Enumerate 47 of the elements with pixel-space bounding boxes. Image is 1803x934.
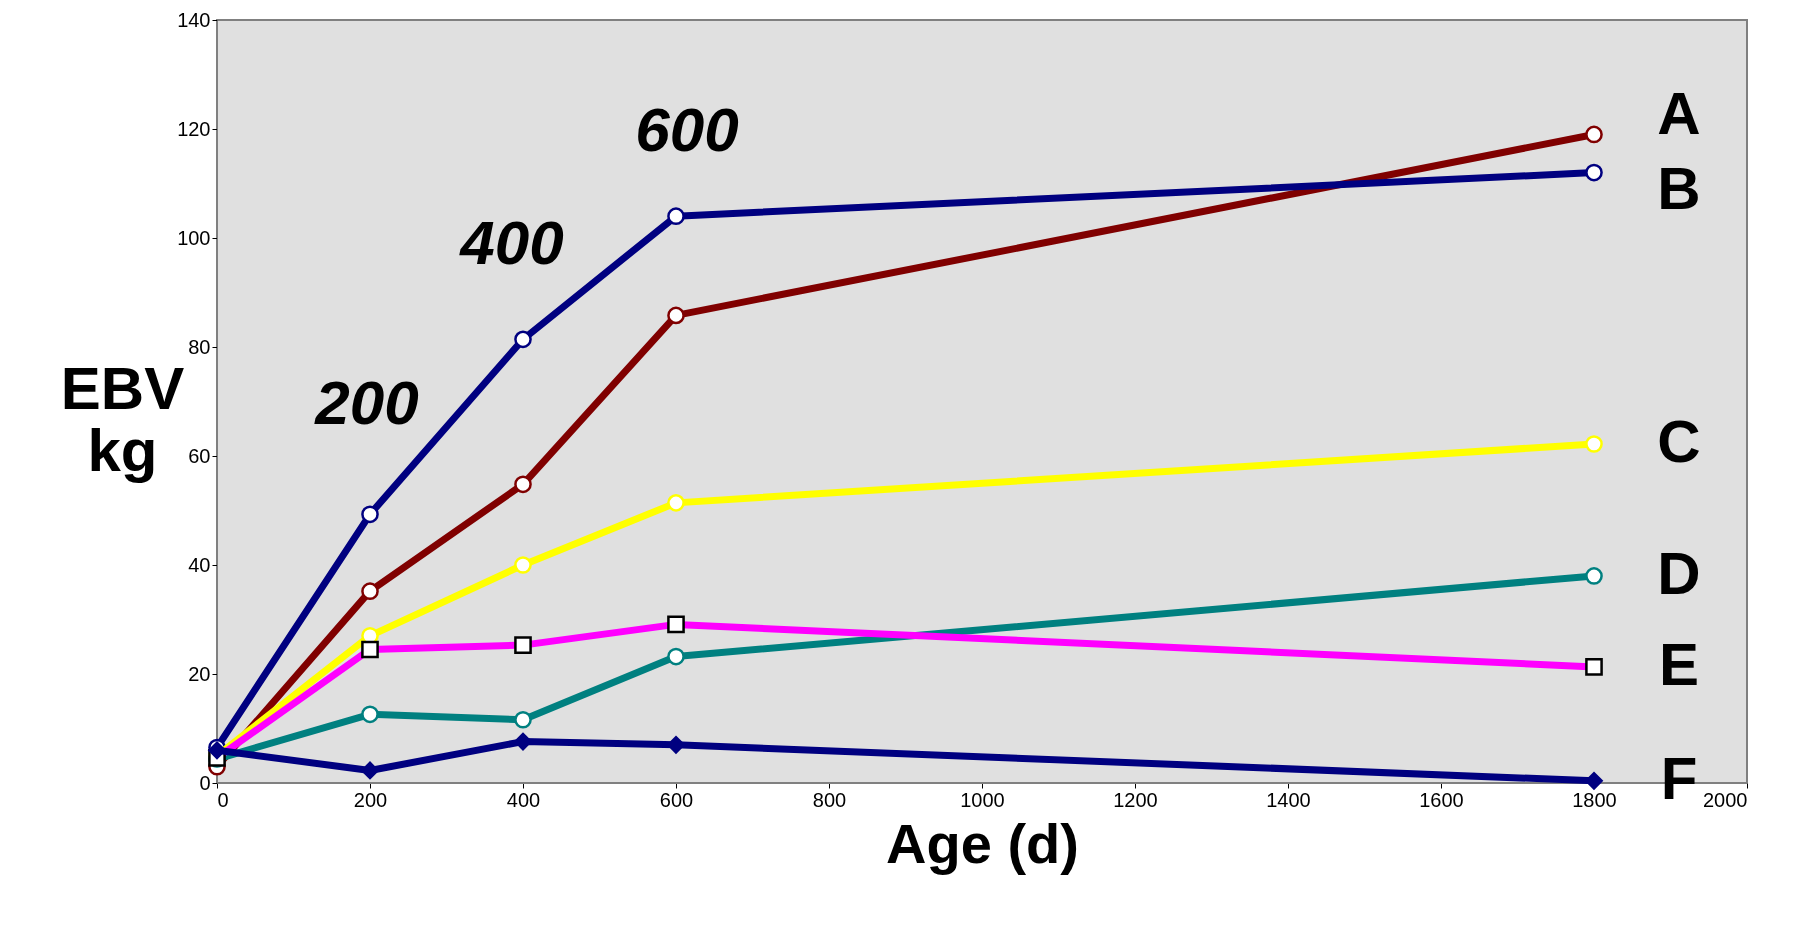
point xyxy=(514,330,532,349)
point xyxy=(514,732,532,751)
y-tick-label: 0 xyxy=(199,771,211,794)
point xyxy=(361,505,379,524)
series-label: F xyxy=(1660,744,1698,812)
point xyxy=(361,582,379,600)
point xyxy=(514,475,532,494)
y-tick-label: 120 xyxy=(177,117,211,140)
series-label: B xyxy=(1657,154,1701,222)
y-tick-label: 100 xyxy=(177,226,211,249)
point xyxy=(667,494,685,512)
x-tick-label: 800 xyxy=(812,788,847,811)
point xyxy=(514,556,532,574)
y-tick-label: 140 xyxy=(177,8,211,31)
y-tick-label: 60 xyxy=(188,444,211,467)
series-label: E xyxy=(1658,630,1700,698)
y-tick-label: 20 xyxy=(188,662,211,685)
point xyxy=(1585,163,1603,182)
point xyxy=(361,761,379,780)
x-tick-label: 600 xyxy=(659,788,694,811)
annotation: 400 xyxy=(458,208,564,277)
point xyxy=(667,207,685,226)
point xyxy=(1585,567,1603,585)
x-tick-label: 1400 xyxy=(1266,788,1311,811)
x-tick-label: 1600 xyxy=(1419,788,1464,811)
point xyxy=(1585,125,1603,144)
x-tick-label: 0 xyxy=(217,788,229,811)
series-label: C xyxy=(1657,408,1701,476)
y-tick-label: 40 xyxy=(188,553,211,576)
annotation: 600 xyxy=(635,95,739,164)
x-tick-label: 1200 xyxy=(1113,788,1158,811)
point xyxy=(1585,435,1603,453)
x-axis-title: Age (d) xyxy=(886,811,1079,875)
series-label: A xyxy=(1657,80,1701,148)
y-axis-title: EBV kg xyxy=(60,354,185,484)
x-tick-label: 2000 xyxy=(1703,788,1748,811)
annotation: 200 xyxy=(314,368,419,437)
series-label: D xyxy=(1657,539,1701,607)
point xyxy=(667,647,685,666)
x-tick-label: 1000 xyxy=(960,788,1005,811)
x-tick-label: 1800 xyxy=(1572,788,1617,811)
x-tick-label: 400 xyxy=(506,788,541,811)
x-tick-label: 200 xyxy=(353,788,388,811)
point xyxy=(361,705,379,724)
point xyxy=(514,710,532,729)
y-tick-label: 80 xyxy=(188,335,211,358)
point xyxy=(667,306,685,325)
